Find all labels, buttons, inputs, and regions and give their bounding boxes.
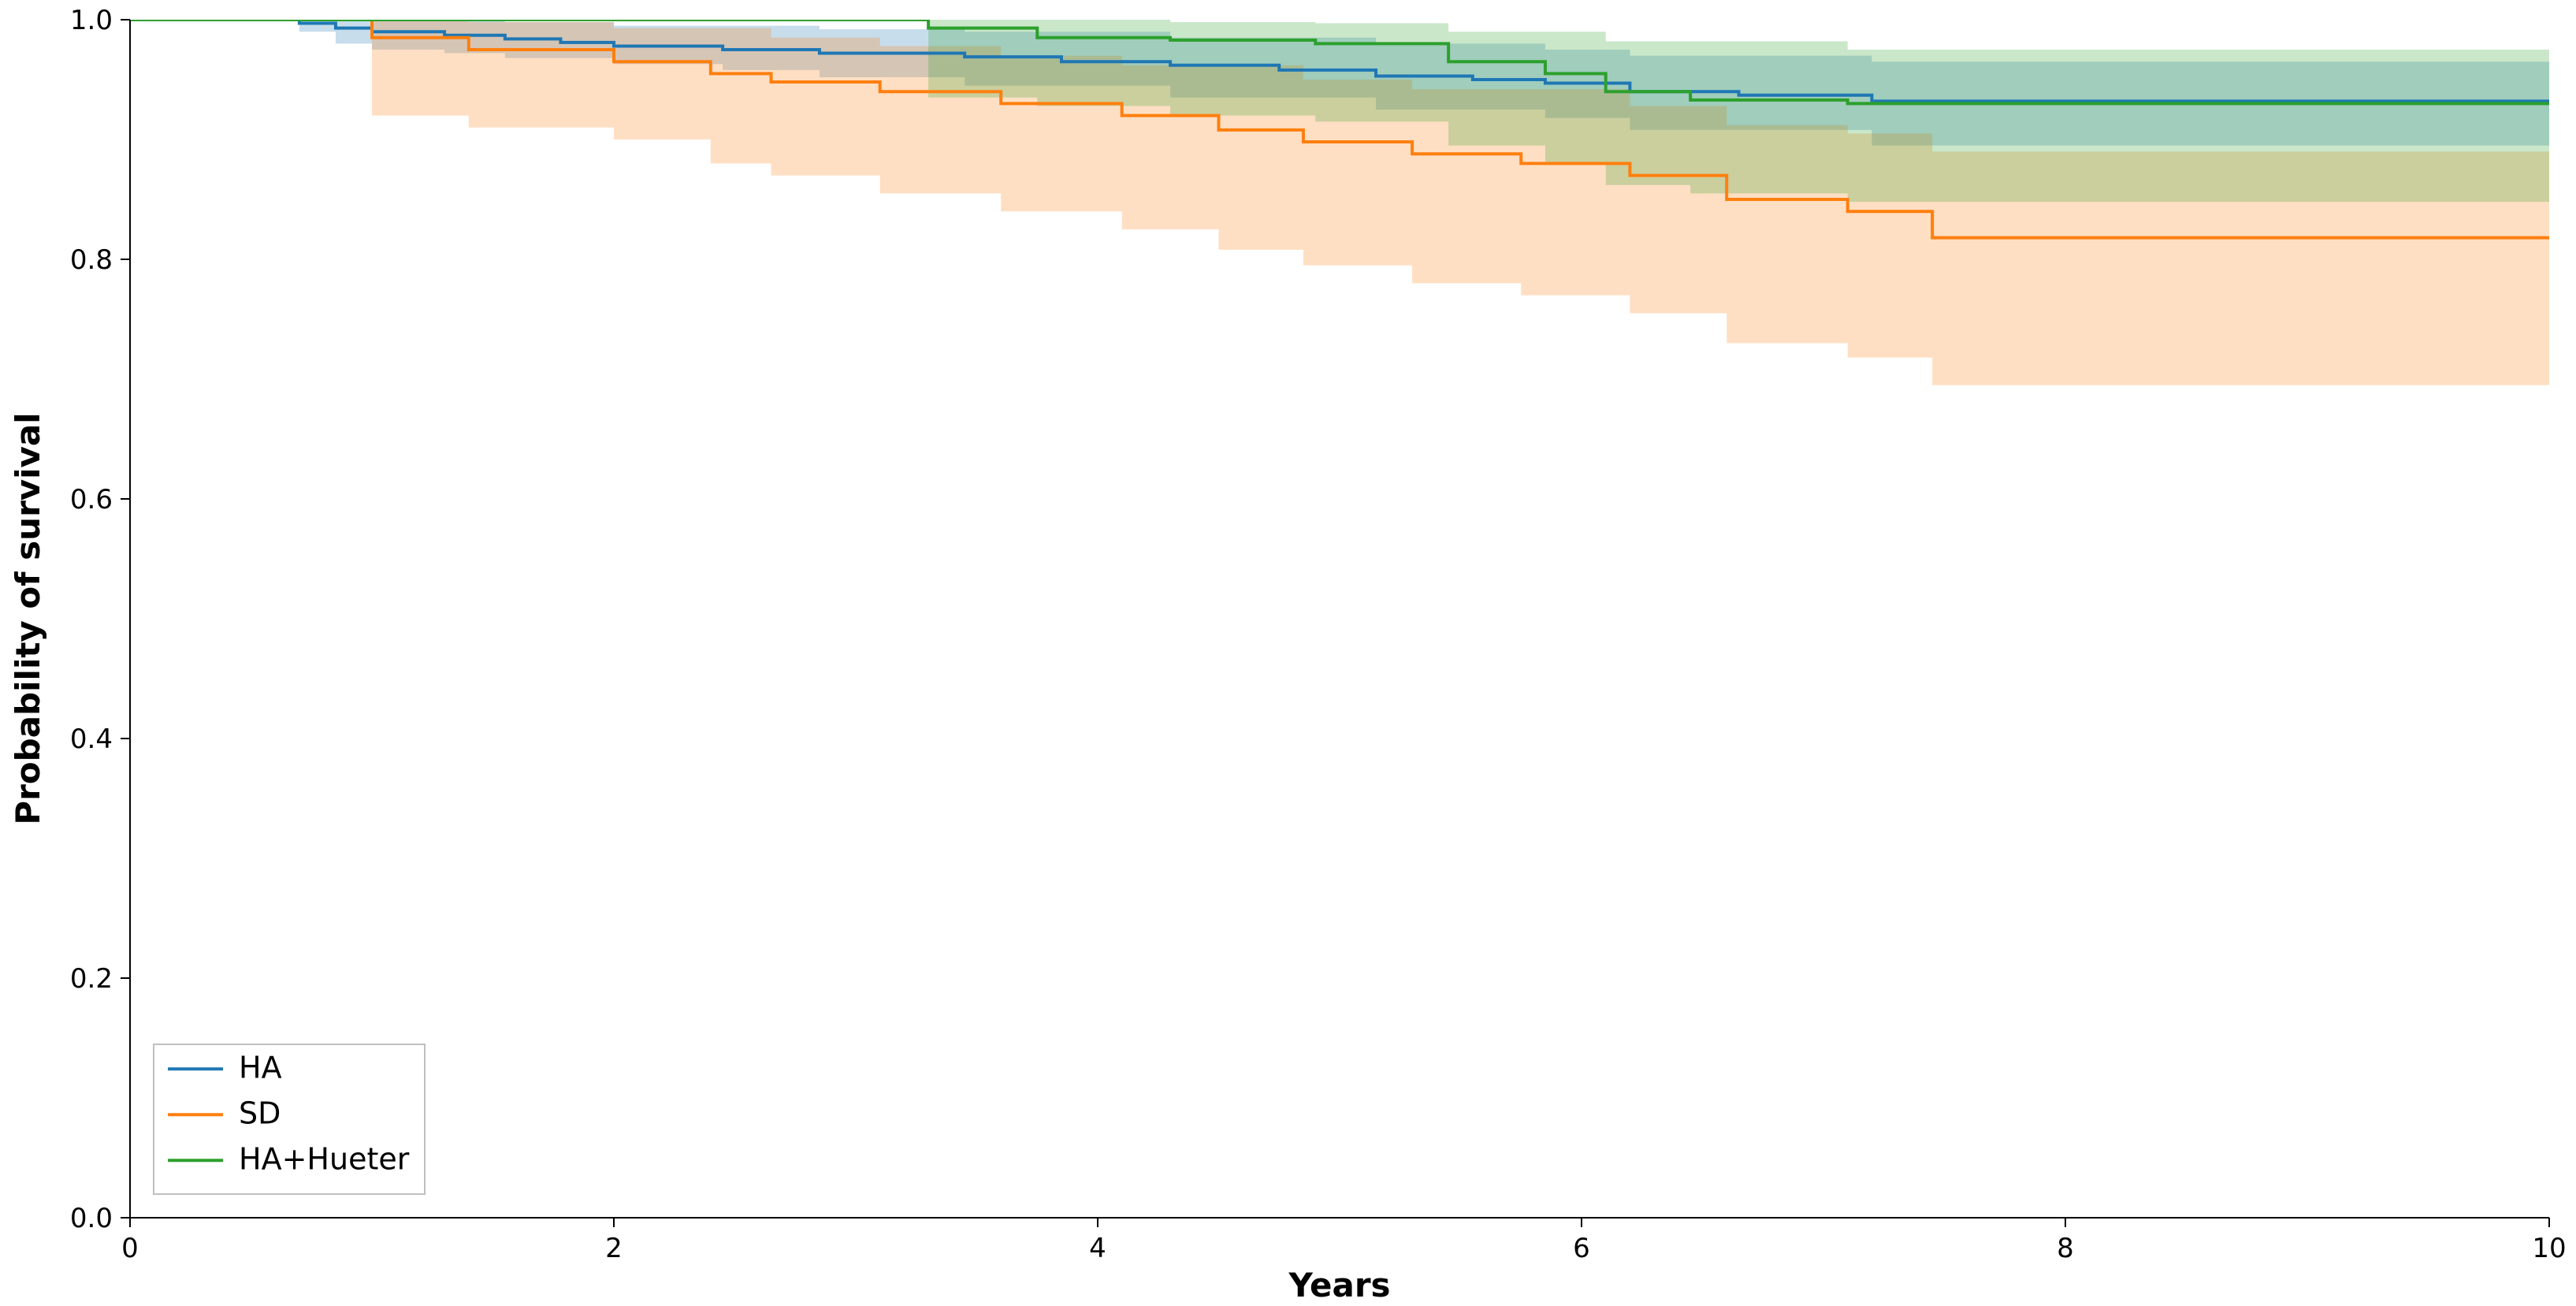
x-tick-label: 0 [121, 1233, 139, 1264]
y-axis-label: Probability of survival [9, 412, 47, 824]
x-tick-label: 10 [2532, 1233, 2566, 1264]
y-tick-label: 0.0 [70, 1203, 113, 1234]
legend-label: SD [239, 1096, 281, 1131]
legend-label: HA+Hueter [239, 1142, 410, 1177]
x-tick-label: 4 [1089, 1233, 1106, 1264]
survival-chart-svg: 0 2 4 6 8 10 Years 0.0 0.2 0.4 0.6 0.8 1.0 Probabilit… [0, 0, 2576, 1306]
x-tick-label: 8 [2057, 1233, 2074, 1264]
x-axis-label: Years [1288, 1266, 1390, 1304]
survival-chart-container: 0 2 4 6 8 10 Years 0.0 0.2 0.4 0.6 0.8 1.0 Probabilit… [0, 0, 2576, 1306]
y-tick-label: 0.8 [70, 244, 113, 276]
y-tick-label: 1.0 [70, 5, 113, 36]
x-tick-label: 2 [605, 1233, 623, 1264]
y-tick-label: 0.2 [70, 963, 113, 995]
legend-label: HA [239, 1051, 282, 1085]
y-tick-label: 0.6 [70, 484, 113, 515]
x-tick-label: 6 [1573, 1233, 1590, 1264]
y-tick-label: 0.4 [70, 724, 113, 755]
